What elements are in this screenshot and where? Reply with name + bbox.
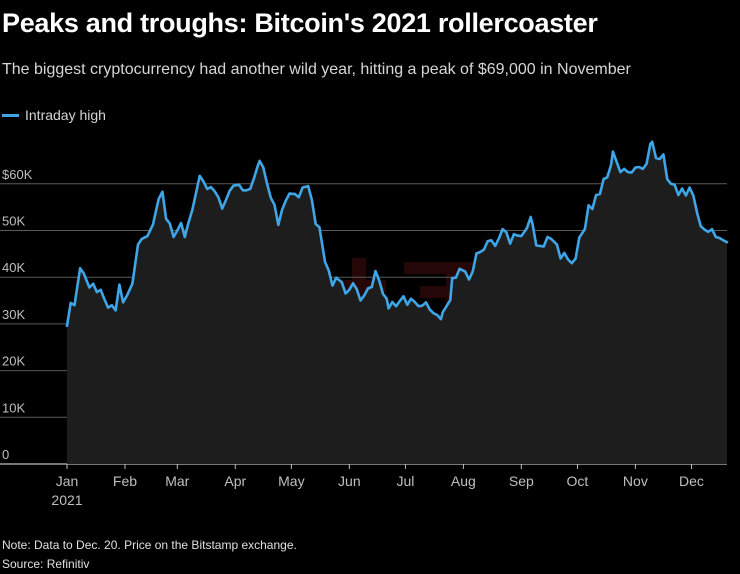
y-tick-label: 10K <box>2 400 25 415</box>
x-tick-label: Jul <box>396 473 414 489</box>
series-area <box>67 141 727 465</box>
x-tick-label: Nov <box>623 473 648 489</box>
y-tick-label: 20K <box>2 354 25 369</box>
x-tick-label: Dec <box>679 473 704 489</box>
legend: Intraday high <box>2 107 106 123</box>
series-line <box>65 140 729 328</box>
x-tick-label: Aug <box>451 473 476 489</box>
x-tick-label: Apr <box>224 473 246 489</box>
x-tick-label: Mar <box>165 473 189 489</box>
x-tick-sublabel: 2021 <box>51 492 82 508</box>
x-tick-label: Oct <box>567 473 589 489</box>
y-tick-label: 30K <box>2 307 25 322</box>
footer-note: Note: Data to Dec. 20. Price on the Bits… <box>2 538 297 552</box>
y-tick-label: 0 <box>2 447 9 462</box>
y-tick-label: 50K <box>2 214 25 229</box>
x-tick-label: Sep <box>509 473 534 489</box>
x-tick-label: Jan <box>56 473 79 489</box>
x-tick-label: May <box>278 473 304 489</box>
legend-swatch <box>2 113 19 117</box>
y-axis-labels: 0 10K 20K 30K 40K 50K $60K <box>2 167 33 462</box>
area-fill <box>67 141 727 465</box>
series-lines <box>65 140 729 328</box>
y-tick-label: 40K <box>2 260 25 275</box>
legend-label: Intraday high <box>25 107 106 123</box>
footer-source: Source: Refinitiv <box>2 557 90 571</box>
y-tick-label: $60K <box>2 167 33 182</box>
chart-title: Peaks and troughs: Bitcoin's 2021 roller… <box>2 8 598 38</box>
chart-subtitle: The biggest cryptocurrency had another w… <box>2 61 631 78</box>
x-tick-label: Feb <box>113 473 137 489</box>
x-axis-labels: Jan 2021 Feb Mar Apr May Jun Jul Aug Sep Oct Nov Dec <box>51 464 704 508</box>
x-tick-label: Jun <box>338 473 361 489</box>
